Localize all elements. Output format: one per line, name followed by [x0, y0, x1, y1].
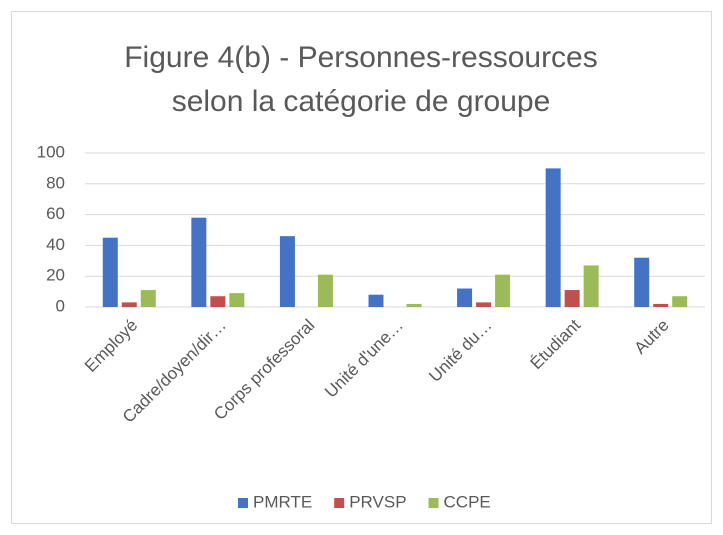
bar [121, 302, 137, 307]
legend-swatch [334, 498, 345, 508]
bar [564, 290, 580, 307]
bar [102, 237, 118, 307]
legend-swatch [238, 498, 248, 508]
bar [476, 302, 492, 307]
bar [229, 293, 245, 307]
y-tick-label: 20 [46, 266, 65, 285]
bar [279, 236, 295, 307]
y-tick-label: 60 [46, 204, 65, 223]
bar [457, 288, 473, 307]
legend-label: PMRTE [253, 492, 312, 511]
bar [672, 296, 688, 307]
bar [495, 274, 511, 307]
bar [653, 303, 669, 307]
y-tick-label: 80 [46, 173, 65, 192]
legend-label: PRVSP [349, 492, 406, 511]
bar [368, 294, 384, 307]
bar [406, 303, 422, 307]
legend-label: CCPE [444, 492, 491, 511]
bar [210, 296, 226, 307]
legend-swatch [428, 498, 439, 508]
y-tick-label: 40 [46, 235, 65, 254]
bar [634, 257, 650, 307]
bar [317, 274, 333, 307]
bar [191, 217, 207, 307]
chart-title: Figure 4(b) - Personnes-ressources selon… [124, 41, 598, 118]
bar [545, 168, 561, 307]
y-tick-label: 100 [37, 142, 65, 161]
bar [583, 265, 599, 307]
bar [140, 290, 156, 307]
y-tick-label: 0 [56, 296, 65, 315]
